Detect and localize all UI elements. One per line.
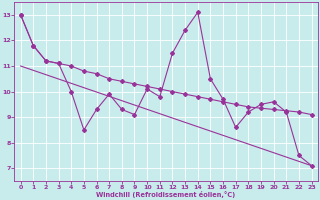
X-axis label: Windchill (Refroidissement éolien,°C): Windchill (Refroidissement éolien,°C) <box>97 191 236 198</box>
